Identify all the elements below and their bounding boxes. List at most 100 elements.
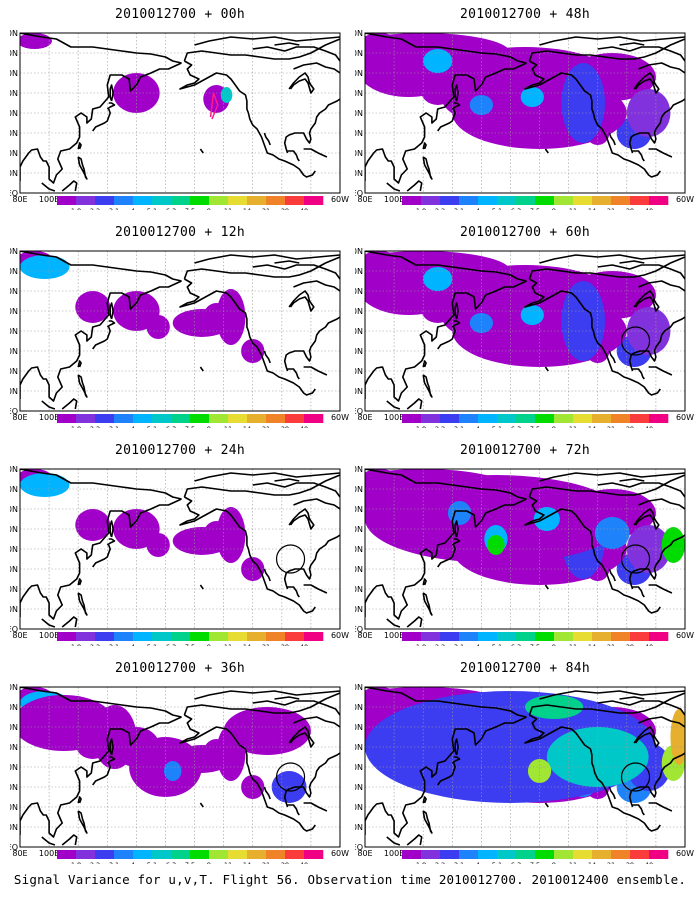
lat-tick-label: 30N [355, 565, 363, 574]
lat-tick-label: 30N [10, 347, 18, 356]
coastline [524, 496, 661, 614]
coastline [20, 687, 182, 718]
lon-tick-label: 60W [331, 413, 349, 422]
coastlines [365, 469, 685, 628]
coastline [20, 469, 182, 500]
coastline [528, 38, 685, 62]
lat-tick-label: 10N [10, 605, 18, 614]
observation-region-circle [620, 762, 651, 792]
map-frame [364, 250, 686, 412]
colorbar-swatch [611, 196, 631, 205]
coastline [194, 254, 340, 264]
coastline [365, 716, 527, 838]
colorbar-label: 11 [224, 207, 232, 210]
colorbar-swatch [554, 414, 574, 423]
lat-tick-label: 10N [355, 823, 363, 832]
coastline [406, 616, 423, 628]
colorbar-label: 14 [243, 643, 251, 646]
coastline [386, 400, 401, 410]
variance-blob [75, 509, 111, 541]
colorbar-swatch [133, 414, 153, 423]
coastline [454, 84, 459, 102]
colorbar-label: 3.1 [454, 861, 464, 864]
lat-tick-label: 80N [355, 465, 363, 474]
colorbar-swatch [133, 632, 153, 641]
coastline [454, 520, 459, 538]
coastline [648, 584, 673, 594]
coastline [183, 38, 340, 62]
coastline [539, 690, 685, 700]
coastline [263, 786, 271, 800]
coastline [194, 690, 340, 700]
grid-lines [20, 251, 340, 411]
lat-tick-label: 60N [10, 723, 18, 732]
coastline [406, 834, 423, 846]
colorbar-label: 9 [207, 207, 211, 210]
coastline [106, 320, 116, 328]
colorbar-swatch [114, 850, 134, 859]
lat-tick-label: EQ [355, 189, 363, 198]
colorbar-label: 40 [300, 207, 308, 210]
variance-blob [365, 475, 627, 563]
coastline [524, 60, 661, 178]
coastline [539, 472, 685, 482]
colorbar-label: 1.8 [416, 643, 426, 646]
coastline [608, 786, 616, 800]
colorbar-label: 9 [207, 425, 211, 428]
coastline [365, 251, 527, 282]
coastline [252, 46, 340, 62]
lon-tick-label: 60W [676, 195, 694, 204]
colorbar-label: 11 [569, 207, 577, 210]
colorbar-swatch [478, 196, 498, 205]
colorbar-swatch [76, 196, 96, 205]
coastline [648, 148, 673, 158]
lat-tick-label: 30N [355, 129, 363, 138]
map-panel-p12: 2010012700 + 12h 80N 70N 60N 50N 40N 30N 20N 10N… [10, 218, 350, 428]
lon-tick-label: 80E [12, 631, 27, 640]
coastline [283, 316, 340, 372]
colorbar-label: 14 [243, 425, 251, 428]
lat-tick-label: 30N [10, 783, 18, 792]
lat-tick-label: 30N [10, 565, 18, 574]
colorbar-label: 9 [552, 207, 556, 210]
coastline [183, 692, 340, 716]
variance-blob [241, 775, 265, 799]
colorbar-swatch [459, 196, 479, 205]
colorbar-swatch [57, 196, 77, 205]
colorbar-label: 11 [569, 425, 577, 428]
colorbar-label: 40 [300, 425, 308, 428]
coastline [77, 578, 82, 586]
lat-tick-label: 20N [355, 367, 363, 376]
coastline [608, 132, 616, 146]
colorbar-label: 1.8 [71, 861, 81, 864]
colorbar-swatch [285, 196, 305, 205]
map-panel-p60: 2010012700 + 60h 80N 70N 60N 50N 40N 30N 20N 10N… [355, 218, 695, 428]
lat-tick-label: 10N [10, 823, 18, 832]
coastline [77, 592, 88, 616]
panel-title: 2010012700 + 36h [114, 661, 246, 676]
coastline [303, 584, 328, 594]
colorbar-label: 29 [281, 425, 289, 428]
lon-tick-label: 80E [357, 849, 372, 858]
colorbar-label: 21 [607, 643, 615, 646]
colorbar-label: 9 [207, 861, 211, 864]
lon-tick-label: 60W [331, 195, 349, 204]
coastline [619, 696, 645, 700]
colorbar-swatch [402, 196, 422, 205]
colorbar-label: 29 [626, 861, 634, 864]
lon-tick-label: 100E [384, 413, 404, 422]
colorbar-label: 4 [131, 643, 135, 646]
variance-blob [561, 63, 605, 143]
lat-tick-label: 60N [10, 69, 18, 78]
coastline [61, 180, 78, 192]
colorbar-label: 3.1 [454, 643, 464, 646]
colorbar-label: 1.8 [71, 207, 81, 210]
colorbar-swatch [247, 414, 267, 423]
coastline [288, 290, 315, 312]
colorbar-label: 9 [552, 861, 556, 864]
coastline [422, 374, 433, 398]
colorbar-label: 1.8 [416, 861, 426, 864]
colorbar-swatch [535, 850, 555, 859]
coastline [287, 150, 300, 162]
coastline [632, 586, 645, 598]
